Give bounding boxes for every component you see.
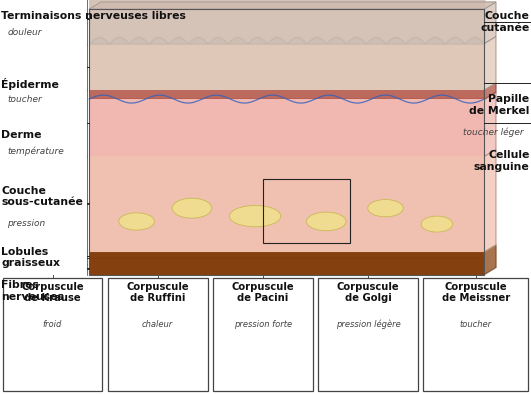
Polygon shape — [484, 36, 496, 90]
Text: Fibres
nerveuses: Fibres nerveuses — [1, 280, 64, 302]
Ellipse shape — [229, 205, 281, 227]
Text: pression forte: pression forte — [234, 320, 292, 329]
Bar — [263, 179, 350, 243]
Bar — [3, 278, 102, 391]
Text: Derme: Derme — [1, 130, 41, 139]
Text: Cellule
sanguine: Cellule sanguine — [474, 150, 529, 172]
Bar — [213, 278, 313, 391]
Ellipse shape — [368, 199, 403, 217]
Text: Couche
cutanée: Couche cutanée — [480, 11, 529, 33]
Text: Papille
de Merkel: Papille de Merkel — [469, 94, 529, 116]
Ellipse shape — [172, 198, 212, 218]
Text: douleur: douleur — [7, 28, 42, 37]
Text: toucher léger: toucher léger — [464, 127, 524, 137]
Text: Couche
sous-cutanée: Couche sous-cutanée — [1, 186, 83, 207]
Bar — [89, 156, 484, 252]
Text: Corpuscule
de Krause: Corpuscule de Krause — [21, 282, 84, 303]
Text: pression légère: pression légère — [336, 320, 400, 329]
Text: toucher: toucher — [7, 95, 42, 104]
Bar — [89, 43, 484, 90]
Text: Lobules
graisseux: Lobules graisseux — [1, 247, 60, 269]
Text: pression: pression — [7, 219, 46, 228]
Text: Corpuscule
de Golgi: Corpuscule de Golgi — [337, 282, 399, 303]
Bar — [423, 278, 528, 391]
Ellipse shape — [421, 216, 452, 232]
Text: Corpuscule
de Meissner: Corpuscule de Meissner — [442, 282, 510, 303]
Polygon shape — [484, 92, 496, 156]
Polygon shape — [89, 2, 496, 9]
Text: froid: froid — [43, 320, 62, 329]
Text: température: température — [7, 146, 64, 156]
Text: Terminaisons nerveuses libres: Terminaisons nerveuses libres — [1, 11, 186, 21]
Bar — [89, 252, 484, 275]
Polygon shape — [484, 245, 496, 275]
Text: toucher: toucher — [460, 320, 492, 329]
Polygon shape — [484, 83, 496, 99]
Text: Corpuscule
de Pacini: Corpuscule de Pacini — [232, 282, 294, 303]
Text: Épiderme: Épiderme — [1, 78, 59, 90]
Polygon shape — [484, 149, 496, 252]
Ellipse shape — [119, 213, 155, 230]
Text: Corpuscule
de Ruffini: Corpuscule de Ruffini — [126, 282, 189, 303]
Ellipse shape — [306, 212, 346, 231]
Bar — [89, 9, 484, 275]
Bar — [108, 278, 208, 391]
Bar — [89, 98, 484, 156]
Bar — [318, 278, 418, 391]
Text: chaleur: chaleur — [142, 320, 173, 329]
Polygon shape — [484, 2, 496, 43]
Bar — [89, 89, 484, 99]
